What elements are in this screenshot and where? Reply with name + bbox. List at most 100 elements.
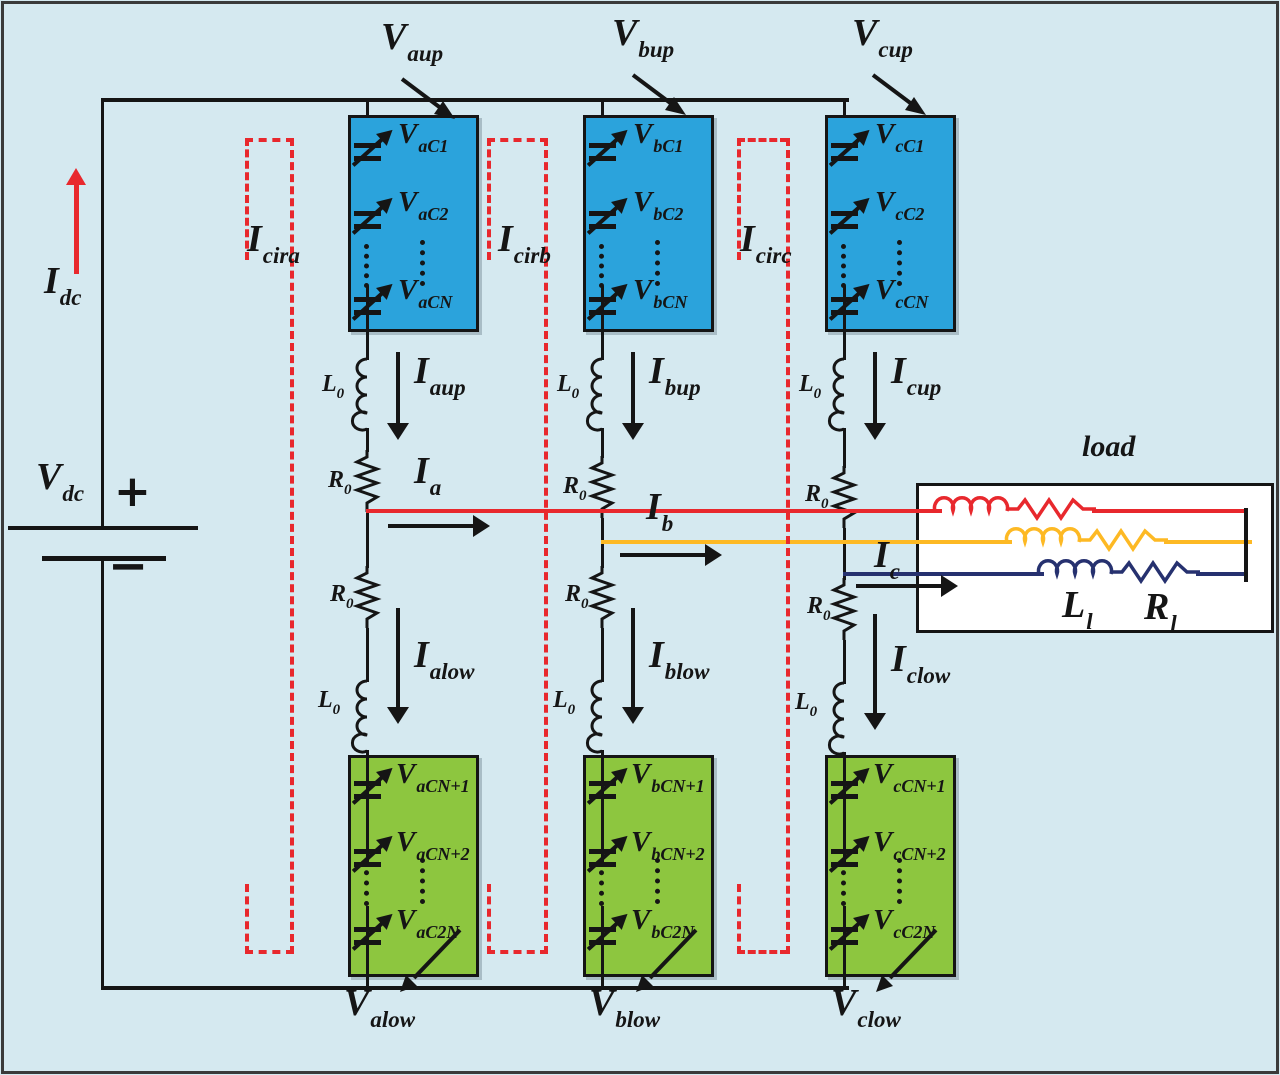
circulating-current-label-b: Icirb — [498, 218, 551, 268]
variable-capacitor-icon — [583, 912, 623, 962]
load-resistor-label: Rl — [1144, 586, 1177, 636]
circulating-loop-a — [245, 138, 294, 142]
variable-capacitor-icon — [583, 196, 623, 246]
variable-capacitor-icon — [348, 128, 388, 178]
arm-resistor-label: R0 — [807, 593, 831, 624]
inductor-icon — [350, 679, 368, 754]
wire-segment — [366, 628, 369, 682]
capacitor-voltage-label: VcC1 — [875, 118, 925, 156]
circulating-loop-c — [737, 138, 741, 260]
ellipsis-dots-icon — [364, 244, 369, 288]
wire-segment — [366, 758, 369, 862]
output-current-arrow-icon — [620, 544, 722, 566]
load-resistor-icon — [1080, 527, 1168, 553]
capacitor-voltage-label: VcCN+2 — [873, 826, 946, 864]
resistor-icon — [587, 566, 617, 628]
capacitor-voltage-label: VaCN — [398, 274, 453, 312]
phase-c-output-line — [843, 572, 1044, 576]
wire-segment — [843, 640, 846, 684]
ellipsis-dots-icon — [655, 240, 660, 286]
wire-segment — [601, 98, 604, 120]
inductor-icon — [350, 357, 368, 432]
ellipsis-dots-icon — [599, 860, 604, 906]
callout-arrow-icon — [631, 73, 686, 115]
callout-arrow-icon — [871, 73, 926, 115]
resistor-icon — [352, 450, 382, 512]
wire-segment — [843, 906, 846, 990]
circulating-loop-a — [245, 884, 249, 954]
capacitor-voltage-label: VbCN+1 — [631, 758, 705, 796]
wire-segment — [601, 906, 604, 990]
circulating-loop-b — [487, 138, 491, 260]
output-current-label-c: Ic — [874, 534, 901, 584]
phase-b-output-line — [601, 540, 1012, 544]
ellipsis-dots-icon — [655, 858, 660, 904]
top-dc-bus-wire — [101, 98, 849, 102]
circulating-loop-a — [290, 138, 294, 954]
variable-capacitor-icon — [825, 912, 865, 962]
load-inductor-label: Ll — [1062, 584, 1093, 634]
dc-current-arrow-icon — [66, 168, 86, 274]
upper-arm-current-label: Ibup — [649, 350, 701, 400]
load-inductor-icon — [1004, 527, 1082, 548]
arm-resistor-label: R0 — [565, 581, 589, 612]
inductor-icon — [827, 681, 845, 756]
capacitor-voltage-label: VcCN — [875, 274, 929, 312]
arm-current-arrow-icon — [864, 614, 886, 730]
dc-voltage-label: Vdc — [36, 456, 85, 506]
arm-resistor-label: R0 — [563, 473, 587, 504]
load-neutral-wire — [1244, 508, 1248, 582]
wire-segment — [601, 758, 604, 862]
variable-capacitor-icon — [583, 766, 623, 816]
wire-segment — [366, 906, 369, 990]
circulating-current-label-c: Icirc — [740, 218, 792, 268]
ellipsis-dots-icon — [897, 858, 902, 904]
arm-inductor-label: L0 — [553, 687, 576, 718]
capacitor-voltage-label: VaCN+1 — [396, 758, 470, 796]
capacitor-voltage-label: VaC2 — [398, 186, 449, 224]
capacitor-voltage-label: VbC2 — [633, 186, 684, 224]
lower-arm-voltage-label-c: Vclow — [831, 982, 901, 1032]
circulating-loop-b — [487, 884, 491, 954]
capacitor-voltage-label: VbC2N — [631, 904, 695, 942]
arm-current-arrow-icon — [864, 352, 886, 440]
variable-capacitor-icon — [348, 912, 388, 962]
capacitor-voltage-label: VcC2 — [875, 186, 925, 224]
dc-left-wire-upper — [101, 98, 104, 528]
ellipsis-dots-icon — [841, 860, 846, 906]
arm-inductor-label: L0 — [318, 687, 341, 718]
load-inductor-icon — [1036, 559, 1114, 580]
circulating-loop-c — [737, 884, 741, 954]
circulating-loop-c — [786, 138, 790, 954]
variable-capacitor-icon — [583, 282, 623, 332]
ellipsis-dots-icon — [897, 240, 902, 286]
capacitor-voltage-label: VaC2N — [396, 904, 460, 942]
circulating-loop-b — [544, 138, 548, 954]
inductor-icon — [585, 679, 603, 754]
upper-arm-voltage-label-c: Vcup — [852, 12, 913, 62]
wire-segment — [843, 286, 846, 360]
circulating-loop-c — [737, 950, 788, 954]
variable-capacitor-icon — [825, 766, 865, 816]
load-title: load — [1082, 430, 1136, 463]
output-current-arrow-icon — [856, 575, 958, 597]
circulating-loop-b — [487, 950, 548, 954]
wire-segment — [843, 528, 846, 580]
capacitor-voltage-label: VbCN+2 — [631, 826, 705, 864]
arm-current-arrow-icon — [387, 352, 409, 440]
arm-inductor-label: L0 — [799, 371, 822, 402]
upper-arm-current-label: Icup — [891, 350, 942, 400]
battery-negative-plate — [42, 556, 166, 561]
inductor-icon — [827, 357, 845, 432]
resistor-icon — [587, 456, 617, 518]
upper-arm-voltage-label-b: Vbup — [612, 12, 675, 62]
ellipsis-dots-icon — [364, 860, 369, 906]
arm-inductor-label: L0 — [322, 371, 345, 402]
wire-segment — [366, 98, 369, 120]
phase-a-output-line — [1092, 509, 1246, 513]
lower-arm-voltage-label-a: Valow — [344, 982, 416, 1032]
variable-capacitor-icon — [825, 282, 865, 332]
variable-capacitor-icon — [825, 128, 865, 178]
arm-current-arrow-icon — [387, 608, 409, 724]
